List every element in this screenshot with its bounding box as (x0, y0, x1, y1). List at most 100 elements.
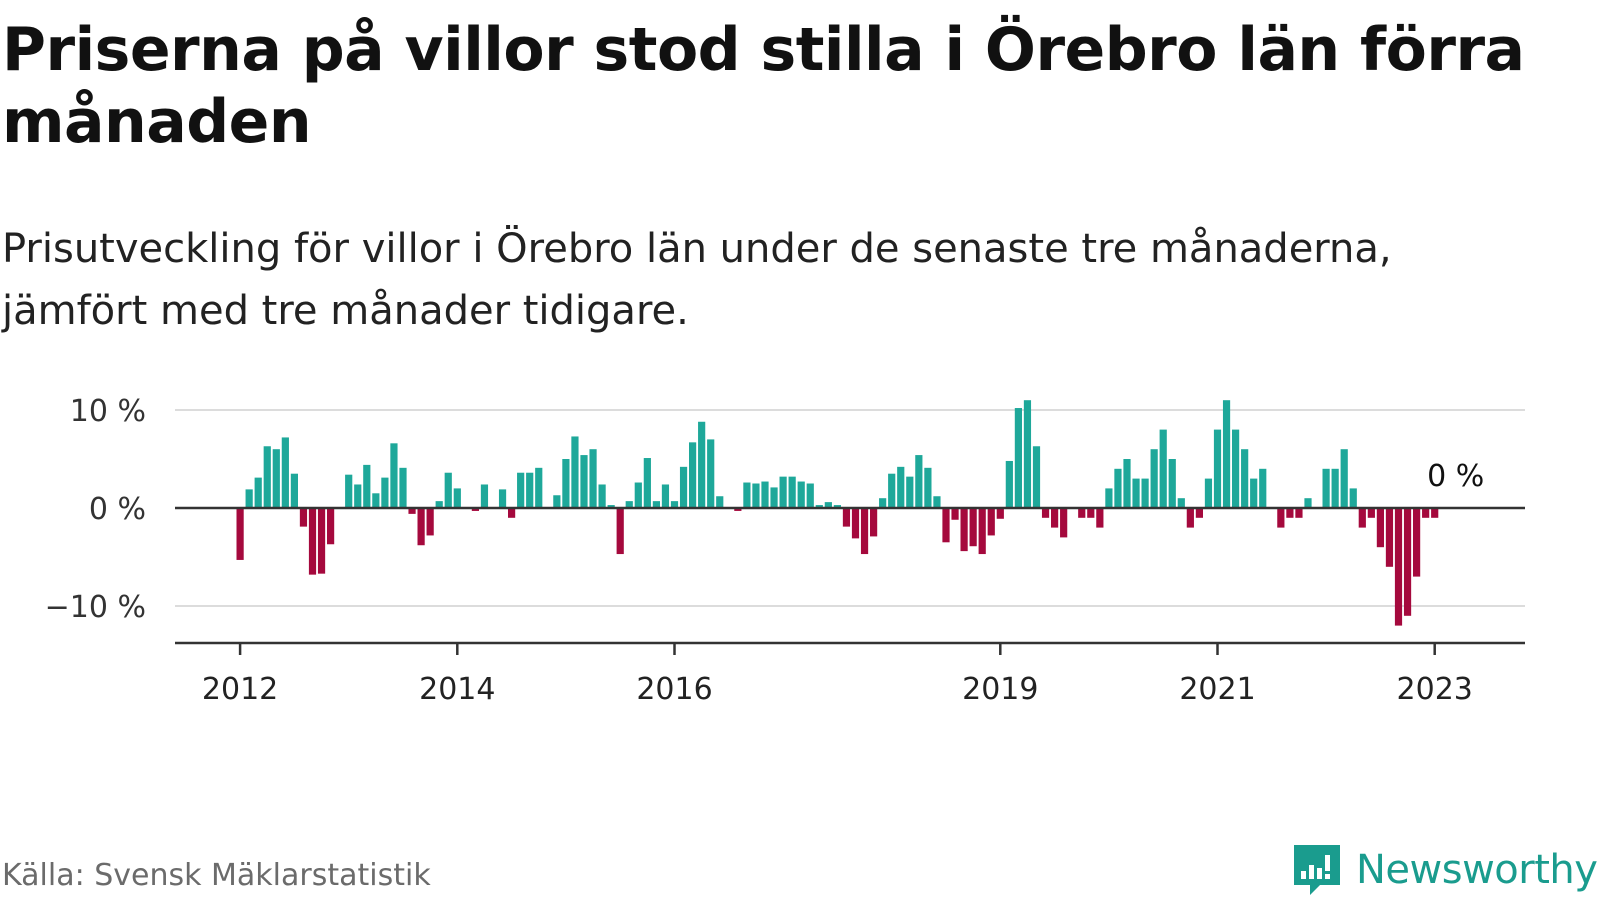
x-tick-label: 2012 (202, 672, 278, 707)
bar (236, 508, 244, 560)
bar (381, 477, 389, 508)
bar (363, 464, 371, 508)
bar (317, 508, 326, 574)
bar (1051, 508, 1059, 528)
bar (517, 472, 525, 508)
chart-subtitle: Prisutveckling för villor i Örebro län u… (2, 226, 1392, 334)
bar (290, 473, 298, 508)
bar (906, 476, 914, 508)
bar (833, 505, 841, 508)
y-tick-label: 10 % (70, 394, 146, 429)
bar (1023, 400, 1032, 508)
bar (1358, 508, 1366, 528)
y-axis-labels: 10 % 0 % −10 % (45, 394, 146, 625)
bar (1204, 478, 1213, 508)
bar (779, 476, 787, 508)
bar (1141, 478, 1149, 508)
bar (661, 484, 670, 508)
bar (1376, 508, 1384, 548)
bar (1123, 459, 1131, 508)
bar (535, 467, 543, 508)
bar (743, 482, 751, 508)
bar (245, 489, 253, 508)
x-tick-label: 2023 (1397, 672, 1473, 707)
x-tick-label: 2016 (636, 672, 712, 707)
bar (1195, 508, 1203, 518)
bar (670, 501, 679, 508)
grid-lines (175, 409, 1525, 607)
bar (1431, 508, 1439, 518)
bar (1168, 459, 1176, 508)
bar (426, 508, 434, 536)
bar (607, 505, 615, 508)
bar (272, 449, 280, 508)
bar (679, 466, 688, 508)
bar (634, 482, 642, 508)
bar (1014, 408, 1022, 508)
bar (1186, 508, 1194, 528)
chart-title: Priserna på villor stod stilla i Örebro … (2, 15, 1525, 157)
bar (372, 493, 380, 508)
bar (1078, 508, 1086, 518)
bar (480, 484, 489, 508)
y-tick-label: 0 % (89, 492, 146, 527)
bar (643, 458, 651, 508)
bar (960, 508, 968, 552)
bar (327, 508, 335, 545)
bar (308, 508, 317, 575)
bar (1041, 508, 1050, 518)
bar (299, 508, 308, 527)
newsworthy-logo-icon (1294, 845, 1340, 895)
newsworthy-logo-text: Newsworthy (1356, 847, 1598, 893)
bar (761, 481, 769, 508)
bar (1367, 508, 1375, 518)
bar (860, 508, 869, 555)
bar (399, 467, 407, 508)
bar (508, 508, 516, 518)
bar (924, 467, 932, 508)
bar (770, 487, 778, 508)
bar (345, 474, 353, 508)
x-tick-label: 2014 (419, 672, 495, 707)
bar (951, 508, 959, 520)
bar (1114, 468, 1122, 508)
bar (1277, 508, 1285, 528)
bar (1105, 488, 1113, 508)
bar (879, 498, 887, 508)
bar (1241, 449, 1249, 508)
bar (562, 459, 570, 508)
bar (806, 483, 814, 508)
bar (254, 477, 262, 508)
bars (236, 400, 1439, 626)
x-tick-label: 2021 (1179, 672, 1255, 707)
bar (1060, 508, 1068, 538)
bar (797, 481, 805, 508)
bar (1159, 429, 1167, 508)
bar (1385, 508, 1394, 567)
bar (1295, 508, 1303, 518)
bar (897, 466, 905, 508)
bar (698, 421, 706, 508)
bar (435, 501, 443, 508)
bar (1322, 468, 1330, 508)
bar (942, 508, 950, 543)
bar (1259, 468, 1267, 508)
bar (625, 501, 633, 508)
bar (1132, 478, 1140, 508)
bar (498, 489, 507, 508)
bar (1032, 446, 1041, 508)
latest-value-label: 0 % (1427, 459, 1484, 494)
bar (842, 508, 851, 527)
bar (752, 483, 760, 508)
y-tick-label: −10 % (45, 590, 146, 625)
bar (1250, 478, 1258, 508)
bar (1340, 449, 1348, 508)
bar (1413, 508, 1421, 577)
bar (1394, 508, 1403, 626)
bar (652, 501, 660, 508)
bar (815, 505, 823, 508)
bar (444, 472, 452, 508)
bar (589, 449, 597, 508)
bar (616, 508, 624, 555)
bar (1177, 498, 1185, 508)
